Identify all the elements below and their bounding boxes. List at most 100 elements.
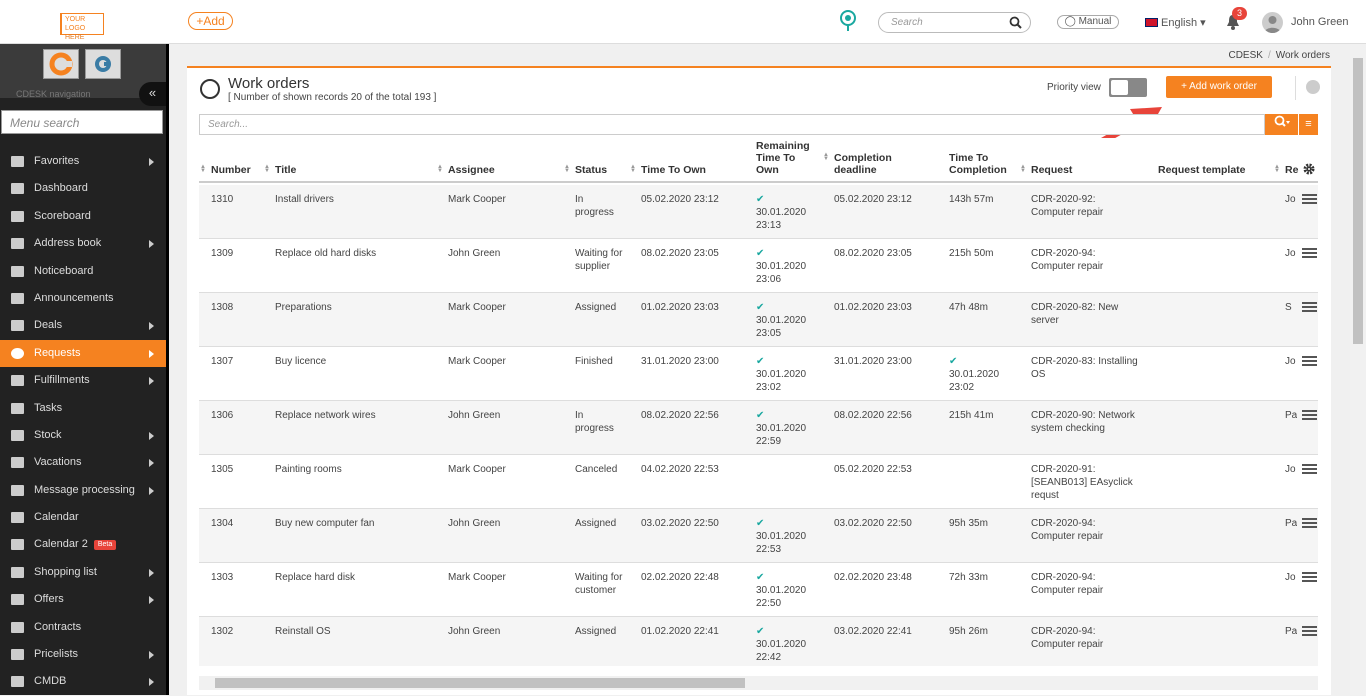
header-title-label: Title [275, 164, 297, 176]
collapse-sidebar-button[interactable]: « [139, 82, 166, 106]
page-title: Work orders [228, 75, 310, 92]
row-menu-icon[interactable] [1302, 302, 1317, 312]
global-search-input[interactable]: Search [878, 12, 1031, 33]
header-status[interactable]: ▲ ▼ Status [564, 164, 607, 176]
check-icon: ✔ [756, 518, 765, 529]
priority-view-toggle[interactable] [1109, 78, 1147, 97]
row-menu-icon[interactable] [1302, 410, 1317, 420]
scrollbar-thumb[interactable] [1353, 58, 1363, 344]
sidebar-item-label: Noticeboard [34, 264, 94, 277]
sidebar-item-message-processing[interactable]: Message processing [0, 477, 166, 504]
header-remaining-time-to-own[interactable]: Remaining Time To Own [756, 140, 816, 176]
scrollbar-thumb[interactable] [215, 678, 745, 688]
sidebar-item-label: Scoreboard [34, 209, 91, 222]
header-title[interactable]: ▲ ▼ Title [264, 164, 297, 176]
table-search-button[interactable] [1265, 114, 1298, 135]
row-menu-icon[interactable] [1302, 464, 1317, 474]
search-icon[interactable] [1009, 16, 1022, 29]
table-row[interactable]: 1304 Buy new computer fan John Green Assign… [199, 509, 1318, 563]
avatar[interactable] [1262, 12, 1283, 33]
manual-button[interactable]: ◯ Manual [1057, 15, 1119, 29]
sidebar-item-offers[interactable]: Offers [0, 586, 166, 613]
sidebar-item-deals[interactable]: Deals [0, 312, 166, 339]
sidebar-item-label: Pricelists [34, 648, 79, 661]
quick-add-button[interactable]: +Add [188, 12, 233, 30]
cell-ttc-text: 30.01.2020 23:02 [949, 369, 1000, 393]
cell-ttc: 72h 33m [949, 571, 1019, 584]
gear-icon[interactable] [1303, 163, 1315, 175]
sidebar-item-cmdb[interactable]: CMDB [0, 668, 166, 695]
cell-assignee: Mark Cooper [448, 355, 558, 368]
row-menu-icon[interactable] [1302, 194, 1317, 204]
header-request-label: Request [1031, 164, 1073, 176]
row-menu-icon[interactable] [1302, 626, 1317, 636]
sidebar-item-pricelists[interactable]: Pricelists [0, 641, 166, 668]
sidebar-item-tasks[interactable]: Tasks [0, 395, 166, 422]
cdesk-orange-icon[interactable] [43, 49, 79, 79]
horizontal-scrollbar[interactable] [199, 676, 1318, 690]
breadcrumb-root[interactable]: CDESK [1228, 50, 1263, 61]
header-completion-deadline[interactable]: ▲ ▼ Completion deadline [823, 152, 906, 176]
table-row[interactable]: 1308 Preparations Mark Cooper Assigned 01.02… [199, 293, 1318, 347]
list-options-button[interactable]: ≡ [1298, 114, 1318, 135]
sidebar-item-dashboard[interactable]: Dashboard [0, 175, 166, 202]
page-scrollbar[interactable] [1350, 44, 1366, 695]
table-row[interactable]: 1305 Painting rooms Mark Cooper Canceled 04.… [199, 455, 1318, 509]
cdesk-blue-icon[interactable] [85, 49, 121, 79]
sidebar-item-calendar[interactable]: Calendar [0, 504, 166, 531]
header-assignee[interactable]: ▲ ▼ Assignee [437, 164, 495, 176]
cell-tto: 04.02.2020 22:53 [641, 463, 741, 476]
cell-re: Jo [1285, 571, 1297, 584]
cell-assignee: Mark Cooper [448, 193, 558, 206]
sidebar-item-calendar-2[interactable]: Calendar 2 Beta [0, 531, 166, 558]
cell-assignee: Mark Cooper [448, 301, 558, 314]
table-row[interactable]: 1306 Replace network wires John Green In pr… [199, 401, 1318, 455]
table-row[interactable]: 1303 Replace hard disk Mark Cooper Waiting … [199, 563, 1318, 617]
company-logo[interactable]: YOUR LOGO HERE [60, 13, 104, 41]
add-work-order-button[interactable]: + Add work order [1166, 76, 1272, 98]
table-row[interactable]: 1310 Install drivers Mark Cooper In progres… [199, 185, 1318, 239]
sidebar-item-fulfillments[interactable]: Fulfillments [0, 367, 166, 394]
header-number[interactable]: ▲ ▼ Number [200, 164, 251, 176]
table-row[interactable]: 1307 Buy licence Mark Cooper Finished 31.01.… [199, 347, 1318, 401]
language-selector[interactable]: English ▾ [1145, 16, 1206, 29]
table-row[interactable]: 1302 Reinstall OS John Green Assigned 01.02.… [199, 617, 1318, 666]
user-name[interactable]: John Green [1291, 16, 1349, 28]
menu-search-input[interactable]: Menu search [1, 110, 163, 134]
cell-assignee: John Green [448, 247, 558, 260]
cell-status-text: Finished [575, 356, 613, 367]
sidebar-item-favorites[interactable]: Favorites [0, 148, 166, 175]
sidebar-item-address-book[interactable]: Address book [0, 230, 166, 257]
row-menu-icon[interactable] [1302, 356, 1317, 366]
cell-ttc: 215h 41m [949, 409, 1019, 422]
check-icon: ✔ [756, 302, 765, 313]
menu-icon [11, 649, 24, 661]
header-template-label: Request template [1158, 164, 1246, 176]
cell-assignee-text: Mark Cooper [448, 302, 506, 313]
cell-assignee-text: John Green [448, 626, 501, 637]
header-request-template[interactable]: Request template [1158, 164, 1246, 176]
cell-status: Waiting for customer [575, 571, 625, 597]
edit-icon[interactable] [1306, 80, 1320, 94]
table-search-input[interactable]: Search... [199, 114, 1265, 135]
row-menu-icon[interactable] [1302, 248, 1317, 258]
sidebar-item-scoreboard[interactable]: Scoreboard [0, 203, 166, 230]
sidebar-item-vacations[interactable]: Vacations [0, 449, 166, 476]
sidebar-item-announcements[interactable]: Announcements [0, 285, 166, 312]
row-menu-icon[interactable] [1302, 572, 1317, 582]
sidebar-item-requests[interactable]: Requests [0, 339, 166, 368]
sidebar-item-shopping-list[interactable]: Shopping list [0, 559, 166, 586]
sidebar-item-noticeboard[interactable]: Noticeboard [0, 258, 166, 285]
sidebar-item-stock[interactable]: Stock [0, 422, 166, 449]
sidebar-item-contracts[interactable]: Contracts [0, 614, 166, 641]
location-pin-icon[interactable] [839, 10, 857, 32]
header-time-to-completion[interactable]: Time To Completion [949, 152, 1011, 176]
cell-rtto: ✔ 30.01.2020 23:05 [756, 301, 826, 340]
header-re[interactable]: ▲ ▼ Re [1274, 164, 1298, 176]
table-row[interactable]: 1309 Replace old hard disks John Green Wait… [199, 239, 1318, 293]
cell-rtto-text: 30.01.2020 22:50 [756, 585, 807, 609]
row-menu-icon[interactable] [1302, 518, 1317, 528]
cell-assignee-text: Mark Cooper [448, 194, 506, 205]
header-request[interactable]: ▲ ▼ Request [1020, 164, 1073, 176]
header-time-to-own[interactable]: ▲ ▼ Time To Own [630, 164, 706, 176]
